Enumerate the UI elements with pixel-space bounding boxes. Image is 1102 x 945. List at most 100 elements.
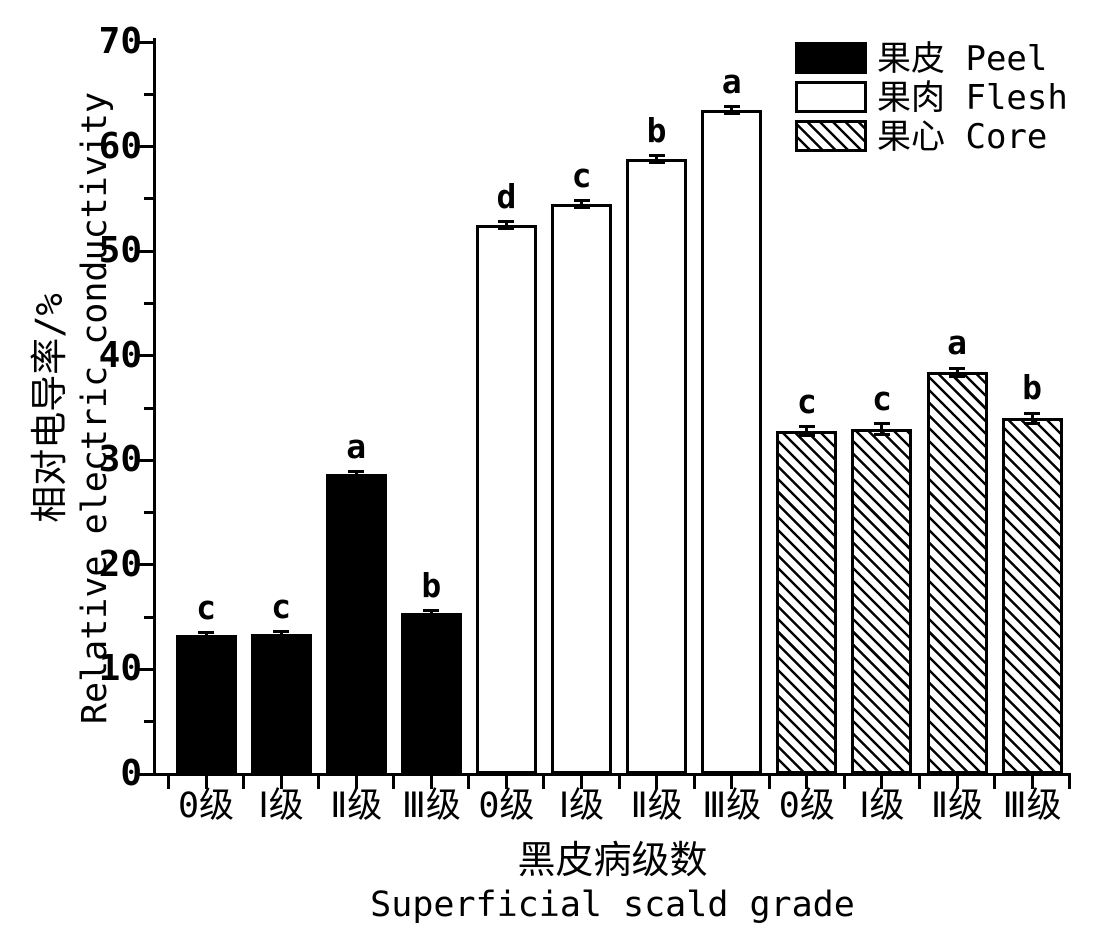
x-axis-title-zh: 黑皮病级数	[517, 838, 708, 882]
x-tick-label: 0级	[177, 786, 235, 826]
significance-letter: b	[646, 110, 667, 150]
significance-letter: c	[196, 587, 216, 627]
y-axis-tick	[136, 667, 154, 671]
x-axis-tick	[504, 775, 508, 789]
y-axis-minor-tick	[144, 615, 154, 619]
bar-hatch-Ⅰ级	[851, 428, 913, 774]
legend-swatch-black	[795, 42, 867, 74]
x-tick-label: Ⅲ级	[702, 786, 762, 826]
y-tick-label: 20	[98, 543, 142, 585]
y-tick-label: 0	[120, 753, 142, 794]
bar-white-Ⅲ级	[701, 109, 763, 774]
legend-item: 果心 Core	[795, 117, 1085, 157]
error-bar-cap-top	[498, 220, 515, 224]
y-axis-minor-tick	[144, 301, 154, 305]
error-bar	[955, 368, 959, 377]
y-tick-label: 70	[98, 21, 142, 62]
x-tick-label: 0级	[478, 786, 535, 826]
error-bar-cap-top	[873, 422, 890, 426]
x-axis-title-en: Superficial scald grade	[370, 885, 855, 925]
x-axis-tick	[279, 775, 283, 789]
legend-label: 果皮 Peel	[877, 39, 1048, 79]
error-bar-cap-bottom	[498, 226, 515, 230]
x-axis-tick	[955, 775, 959, 789]
error-bar-cap-top	[198, 631, 214, 635]
error-bar-cap-bottom	[348, 474, 365, 478]
x-axis-tick	[692, 775, 696, 789]
x-tick-label: Ⅰ级	[859, 786, 905, 826]
error-bar-cap-bottom	[273, 634, 290, 638]
x-axis-tick	[392, 775, 396, 789]
significance-letter: b	[1022, 368, 1043, 408]
x-axis-tick	[917, 775, 921, 789]
significance-letter: c	[571, 155, 592, 195]
error-bar-cap-bottom	[798, 433, 815, 437]
x-axis-tick	[842, 775, 846, 789]
bar-hatch-Ⅲ级	[1001, 418, 1063, 774]
legend-label: 果心 Core	[877, 117, 1048, 157]
bar-hatch-Ⅱ级	[926, 372, 988, 774]
bar-black-0级	[175, 634, 237, 774]
x-axis-tick	[1068, 775, 1072, 789]
error-bar-cap-top	[949, 366, 965, 370]
error-bar	[880, 423, 884, 435]
y-axis-tick	[136, 772, 154, 776]
x-axis-tick	[542, 775, 546, 789]
y-axis-minor-tick	[144, 720, 154, 724]
error-bar-cap-top	[798, 425, 815, 429]
y-axis-minor-tick	[144, 406, 154, 410]
x-tick-label: Ⅱ级	[930, 786, 984, 826]
y-tick-label: 10	[98, 648, 142, 690]
error-bar	[279, 631, 283, 636]
x-tick-label: 0级	[778, 786, 835, 826]
x-axis-tick	[805, 775, 809, 789]
x-axis-tick	[655, 775, 659, 789]
error-bar	[730, 106, 734, 114]
x-tick-label: Ⅱ级	[630, 786, 683, 826]
y-axis-minor-tick	[144, 197, 154, 201]
x-tick-label: Ⅰ级	[558, 786, 605, 826]
x-axis-tick	[580, 775, 583, 789]
y-axis-line	[153, 38, 156, 776]
significance-letter: b	[421, 565, 442, 605]
bar-black-Ⅲ级	[400, 612, 462, 774]
x-axis-tick	[204, 775, 208, 789]
error-bar-cap-top	[348, 470, 365, 474]
x-axis-tick	[880, 775, 884, 789]
significance-letter: c	[796, 381, 817, 421]
error-bar	[429, 610, 433, 616]
bar-black-Ⅱ级	[325, 473, 387, 774]
significance-letter: a	[346, 426, 367, 466]
x-axis-tick	[1030, 775, 1034, 789]
legend-label: 果肉 Flesh	[877, 78, 1068, 118]
error-bar	[204, 632, 208, 637]
x-axis-tick	[354, 775, 358, 789]
error-bar-cap-bottom	[648, 160, 665, 164]
error-bar	[805, 426, 809, 436]
bar-white-0级	[475, 225, 537, 774]
x-axis-tick	[317, 775, 321, 789]
error-bar-cap-bottom	[423, 613, 440, 617]
bar-white-Ⅰ级	[551, 204, 612, 774]
error-bar-cap-bottom	[573, 205, 590, 209]
significance-letter: a	[721, 61, 742, 101]
error-bar	[580, 200, 583, 208]
error-bar-cap-top	[423, 609, 440, 613]
y-axis-minor-tick	[144, 92, 154, 96]
y-tick-label: 50	[98, 230, 142, 272]
x-axis-tick	[617, 775, 621, 789]
x-axis-tick	[467, 775, 471, 789]
x-axis-tick	[242, 775, 246, 789]
error-bar-cap-bottom	[949, 375, 965, 379]
error-bar	[1030, 413, 1034, 424]
significance-letter: a	[947, 323, 967, 363]
x-tick-label: Ⅱ级	[330, 786, 383, 826]
bar-white-Ⅱ级	[626, 159, 688, 774]
x-tick-label: Ⅲ级	[401, 786, 461, 826]
significance-letter: c	[271, 586, 292, 626]
x-axis-tick	[429, 775, 433, 789]
error-bar-cap-bottom	[198, 635, 214, 639]
significance-letter: d	[496, 176, 517, 216]
y-axis-title-en: Relative electric conductivity	[75, 91, 115, 725]
